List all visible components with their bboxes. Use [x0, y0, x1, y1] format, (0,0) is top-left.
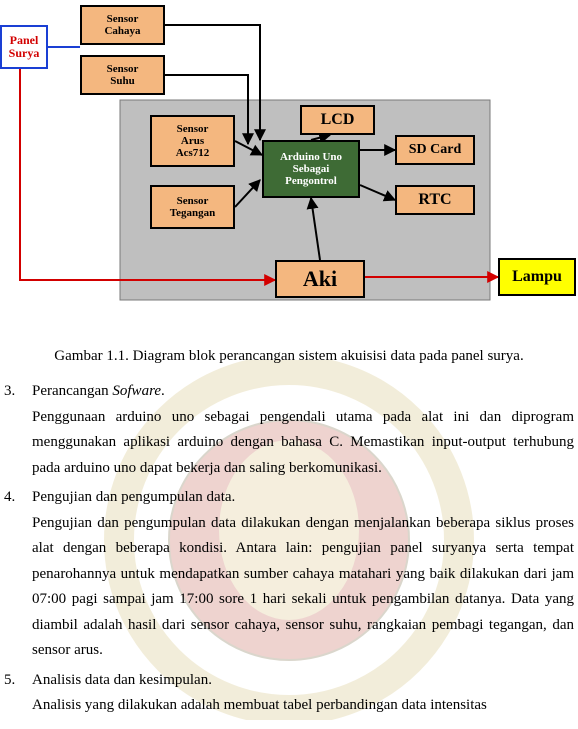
item-paragraph: Pengujian dan pengumpulan data dilakukan…: [32, 511, 574, 664]
item-title: Analisis data dan kesimpulan.: [32, 668, 574, 694]
list-number: 5.: [4, 668, 32, 719]
item-title-after: .: [161, 383, 165, 399]
node-rtc: RTC: [395, 185, 475, 215]
node-sensor-tegangan: Sensor Tegangan: [150, 185, 235, 229]
node-lcd: LCD: [300, 105, 375, 135]
figure-caption: Gambar 1.1. Diagram blok perancangan sis…: [10, 348, 568, 365]
node-sensor-suhu: Sensor Suhu: [80, 55, 165, 95]
node-sensor-arus: Sensor Arus Acs712: [150, 115, 235, 167]
item-paragraph: Analisis yang dilakukan adalah membuat t…: [32, 693, 574, 719]
block-diagram: Panel Surya Sensor Cahaya Sensor Suhu Se…: [0, 0, 578, 340]
body-text: 3. Perancangan Sofware. Penggunaan ardui…: [0, 379, 578, 729]
node-lampu: Lampu: [498, 258, 576, 296]
node-aki: Aki: [275, 260, 365, 298]
item-title-italic: Sofware: [112, 383, 161, 399]
item-title-plain: Perancangan: [32, 383, 112, 399]
node-sdcard: SD Card: [395, 135, 475, 165]
item-paragraph: Penggunaan arduino uno sebagai pengendal…: [32, 405, 574, 482]
list-number: 4.: [4, 485, 32, 664]
node-sensor-cahaya: Sensor Cahaya: [80, 5, 165, 45]
node-arduino: Arduino Uno Sebagai Pengontrol: [262, 140, 360, 198]
item-title: Pengujian dan pengumpulan data.: [32, 485, 574, 511]
item-title: Perancangan Sofware.: [32, 379, 574, 405]
list-item-4: 4. Pengujian dan pengumpulan data. Pengu…: [4, 485, 574, 664]
list-item-3: 3. Perancangan Sofware. Penggunaan ardui…: [4, 379, 574, 481]
list-item-5: 5. Analisis data dan kesimpulan. Analisi…: [4, 668, 574, 719]
list-number: 3.: [4, 379, 32, 481]
node-panel-surya: Panel Surya: [0, 25, 48, 69]
